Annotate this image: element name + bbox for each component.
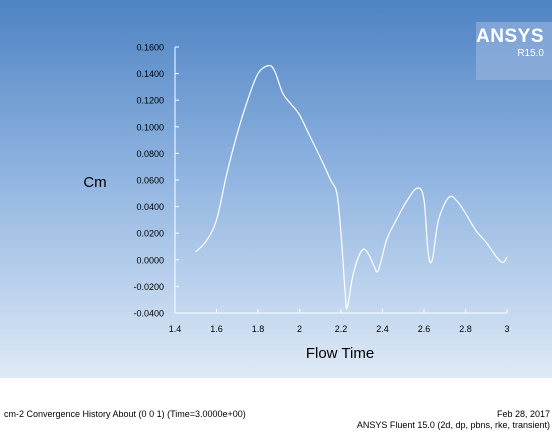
y-tick-label: 0.0400 — [136, 202, 164, 212]
series-line — [195, 64, 508, 310]
logo-name: ANSYS — [476, 26, 544, 47]
x-tick-label: 1.8 — [252, 324, 265, 334]
logo-release: R15.0 — [517, 48, 544, 59]
x-axis-label: Flow Time — [306, 345, 374, 362]
y-tick-label: 0.1000 — [136, 122, 164, 132]
y-tick-label: 0.1200 — [136, 96, 164, 106]
x-tick-label: 2.8 — [459, 324, 472, 334]
x-tick-label: 1.6 — [210, 324, 223, 334]
x-axis-ticks: 1.4 1.6 1.8 2 2.2 2.4 2.6 2.8 3 — [169, 309, 510, 334]
y-tick-label: 0.1400 — [136, 69, 164, 79]
x-tick-label: 2.6 — [418, 324, 431, 334]
y-tick-label: 0.0000 — [136, 255, 164, 265]
y-tick-label: 0.0800 — [136, 149, 164, 159]
plot-panel: -0.0400 -0.0200 0.0000 0.0200 0.0400 0.0600 0.… — [0, 0, 552, 378]
x-tick-label: 1.4 — [169, 324, 182, 334]
y-tick-label: -0.0200 — [133, 282, 164, 292]
plot-date: Feb 28, 2017 — [496, 409, 550, 419]
chart: -0.0400 -0.0200 0.0000 0.0200 0.0400 0.0600 0.… — [83, 43, 510, 363]
solver-info: ANSYS Fluent 15.0 (2d, dp, pbns, rke, tr… — [356, 420, 550, 430]
plot-title: cm-2 Convergence History About (0 0 1) (… — [4, 409, 246, 419]
x-tick-label: 2 — [297, 324, 302, 334]
x-tick-label: 2.4 — [376, 324, 389, 334]
y-tick-label: -0.0400 — [133, 309, 164, 319]
x-tick-label: 2.2 — [335, 324, 348, 334]
y-axis-ticks: -0.0400 -0.0200 0.0000 0.0200 0.0400 0.0600 0.… — [133, 43, 179, 319]
y-axis-label: Cm — [83, 174, 106, 191]
x-tick-label: 3 — [504, 324, 509, 334]
ansys-logo: ANSYS R15.0 — [476, 22, 552, 80]
y-tick-label: 0.0600 — [136, 176, 164, 186]
y-tick-label: 0.1600 — [136, 43, 164, 53]
y-tick-label: 0.0200 — [136, 229, 164, 239]
